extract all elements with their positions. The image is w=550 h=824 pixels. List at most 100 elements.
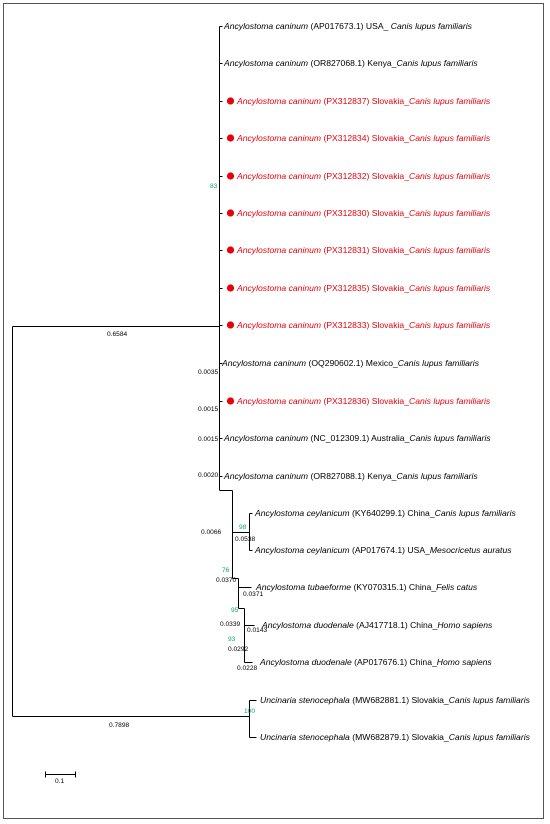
- taxon-label: Ancylostoma caninum (OR827068.1) Kenya_C…: [223, 58, 478, 68]
- taxon-host: Mesocricetus auratus: [430, 545, 512, 555]
- bootstrap-duodenale: 93: [228, 636, 236, 643]
- taxon-accession: (MW682881.1) Slovakia_: [350, 695, 449, 705]
- highlight-dot: [226, 397, 235, 405]
- taxon-accession: (PX312837) Slovakia_: [321, 96, 409, 106]
- taxon-label: Ancylostoma ceylanicum (KY640299.1) Chin…: [254, 508, 517, 518]
- blen-duodenale-pair: 0.0292: [228, 646, 249, 653]
- taxon-label: Ancylostoma caninum (PX312834) Slovakia_…: [236, 133, 491, 143]
- taxon-host: Canis lupus familiaris: [391, 21, 473, 31]
- taxon-labels: Ancylostoma caninum (AP017673.1) USA_ Ca…: [221, 21, 531, 742]
- taxon-accession: (AP017673.1) USA_: [308, 21, 391, 31]
- taxon-host: Canis lupus familiaris: [449, 695, 531, 705]
- tree-branches: [12, 26, 257, 738]
- taxon-accession: (NC_012309.1) Australia_: [308, 433, 409, 443]
- taxon-accession: (OQ290602.1) Mexico_: [306, 358, 398, 368]
- taxon-accession: (KY640299.1) China_: [350, 508, 435, 518]
- blen-ceylanicum-tubae-duod: 0.0370: [216, 577, 237, 584]
- taxon-host: Felis catus: [436, 582, 478, 592]
- taxon-species: Ancylostoma caninum: [236, 320, 321, 330]
- highlight-dot: [226, 134, 235, 142]
- taxon-host: Canis lupus familiaris: [409, 320, 491, 330]
- blen-mexico: 0.0035: [198, 369, 219, 376]
- highlight-dot: [226, 284, 235, 292]
- taxon-accession: (PX312831) Slovakia_: [321, 245, 409, 255]
- taxon-species: Ancylostoma caninum: [223, 21, 308, 31]
- figure-frame: [3, 3, 544, 819]
- taxon-accession: (AJ417718.1) China_: [354, 620, 438, 630]
- blen-px312836: 0.0015: [198, 406, 219, 413]
- taxon-label: Ancylostoma ceylanicum (AP017674.1) USA_…: [254, 545, 512, 555]
- taxon-label: Ancylostoma caninum (NC_012309.1) Austra…: [223, 433, 491, 443]
- blen-duodenale-ap: 0.0228: [237, 665, 258, 672]
- taxon-species: Uncinaria stenocephala: [260, 732, 350, 742]
- taxon-species: Ancylostoma caninum: [236, 283, 321, 293]
- taxon-species: Ancylostoma caninum: [223, 433, 308, 443]
- taxon-species: Ancylostoma caninum: [236, 96, 321, 106]
- highlight-markers: [226, 97, 235, 405]
- branch-length-labels: 0.6584 0.7898 0.0035 0.0015 0.0015 0.002…: [107, 331, 268, 729]
- taxon-host: Canis lupus familiaris: [409, 433, 491, 443]
- taxon-host: Canis lupus familiaris: [409, 96, 491, 106]
- taxon-species: Uncinaria stenocephala: [260, 695, 350, 705]
- taxon-species: Ancylostoma ceylanicum: [254, 545, 350, 555]
- taxon-label: Ancylostoma caninum (PX312832) Slovakia_…: [236, 171, 491, 181]
- taxon-accession: (PX312830) Slovakia_: [321, 208, 409, 218]
- taxon-label: Ancylostoma caninum (PX312833) Slovakia_…: [236, 320, 491, 330]
- bootstrap-uncinaria: 100: [244, 708, 255, 715]
- blen-tubae-duod: 0.0339: [220, 621, 241, 628]
- blen-root-caninum: 0.6584: [107, 331, 128, 338]
- taxon-label: Ancylostoma duodenale (AP017676.1) China…: [259, 657, 492, 667]
- taxon-species: Ancylostoma caninum: [236, 208, 321, 218]
- taxon-host: Canis lupus familiaris: [435, 508, 517, 518]
- taxon-accession: (KY070315.1) China_: [351, 582, 436, 592]
- taxon-species: Ancylostoma caninum: [236, 171, 321, 181]
- taxon-host: Canis lupus familiaris: [409, 245, 491, 255]
- taxon-host: Canis lupus familiaris: [396, 471, 478, 481]
- taxon-host: Canis lupus familiaris: [409, 396, 491, 406]
- taxon-host: Canis lupus familiaris: [449, 732, 531, 742]
- highlight-dot: [226, 246, 235, 254]
- taxon-species: Ancylostoma duodenale: [259, 657, 352, 667]
- taxon-accession: (PX312833) Slovakia_: [321, 320, 409, 330]
- taxon-species: Ancylostoma tubaeforme: [255, 582, 351, 592]
- scale-bar-label: 0.1: [55, 778, 64, 785]
- taxon-label: Ancylostoma caninum (AP017673.1) USA_ Ca…: [223, 21, 473, 31]
- taxon-host: Canis lupus familiaris: [409, 171, 491, 181]
- highlight-dot: [226, 97, 235, 105]
- blen-root-uncinaria: 0.7898: [109, 722, 130, 729]
- taxon-label: Ancylostoma tubaeforme (KY070315.1) Chin…: [255, 582, 478, 592]
- taxon-label: Uncinaria stenocephala (MW682879.1) Slov…: [260, 732, 531, 742]
- taxon-accession: (AP017676.1) China_: [352, 657, 437, 667]
- bootstrap-caninum: 83: [210, 183, 218, 190]
- taxon-label: Ancylostoma caninum (PX312830) Slovakia_…: [236, 208, 491, 218]
- scale-bar: 0.1: [45, 771, 76, 785]
- taxon-accession: (PX312832) Slovakia_: [321, 171, 409, 181]
- bootstrap-ceylanicum: 98: [239, 524, 247, 531]
- taxon-accession: (PX312835) Slovakia_: [321, 283, 409, 293]
- taxon-label: Uncinaria stenocephala (MW682881.1) Slov…: [260, 695, 531, 705]
- taxon-accession: (PX312834) Slovakia_: [321, 133, 409, 143]
- taxon-species: Ancylostoma caninum: [236, 133, 321, 143]
- taxon-accession: (OR827088.1) Kenya_: [308, 471, 397, 481]
- taxon-label: Ancylostoma caninum (OQ290602.1) Mexico_…: [221, 358, 480, 368]
- taxon-species: Ancylostoma duodenale: [261, 620, 354, 630]
- taxon-label: Ancylostoma caninum (PX312831) Slovakia_…: [236, 245, 491, 255]
- taxon-host: Canis lupus familiaris: [396, 58, 478, 68]
- highlight-dot: [226, 209, 235, 217]
- bootstrap-labels: 83 98 76 95 93 100: [210, 183, 255, 715]
- taxon-species: Ancylostoma caninum: [236, 245, 321, 255]
- highlight-dot: [226, 321, 235, 329]
- bootstrap-ceylanicum-tubae-duod: 76: [222, 567, 230, 574]
- taxon-accession: (AP017674.1) USA_: [350, 545, 430, 555]
- taxon-accession: (MW682879.1) Slovakia_: [350, 732, 449, 742]
- taxon-species: Ancylostoma caninum: [223, 471, 308, 481]
- highlight-dot: [226, 172, 235, 180]
- taxon-accession: (OR827068.1) Kenya_: [308, 58, 397, 68]
- taxon-host: Canis lupus familiaris: [409, 208, 491, 218]
- taxon-label: Ancylostoma caninum (PX312837) Slovakia_…: [236, 96, 491, 106]
- blen-tubaeforme: 0.0371: [243, 591, 264, 598]
- taxon-label: Ancylostoma caninum (OR827088.1) Kenya_C…: [223, 471, 478, 481]
- taxon-host: Canis lupus familiaris: [398, 358, 480, 368]
- taxon-species: Ancylostoma caninum: [221, 358, 306, 368]
- blen-kenya-or827088: 0.0020: [198, 472, 219, 479]
